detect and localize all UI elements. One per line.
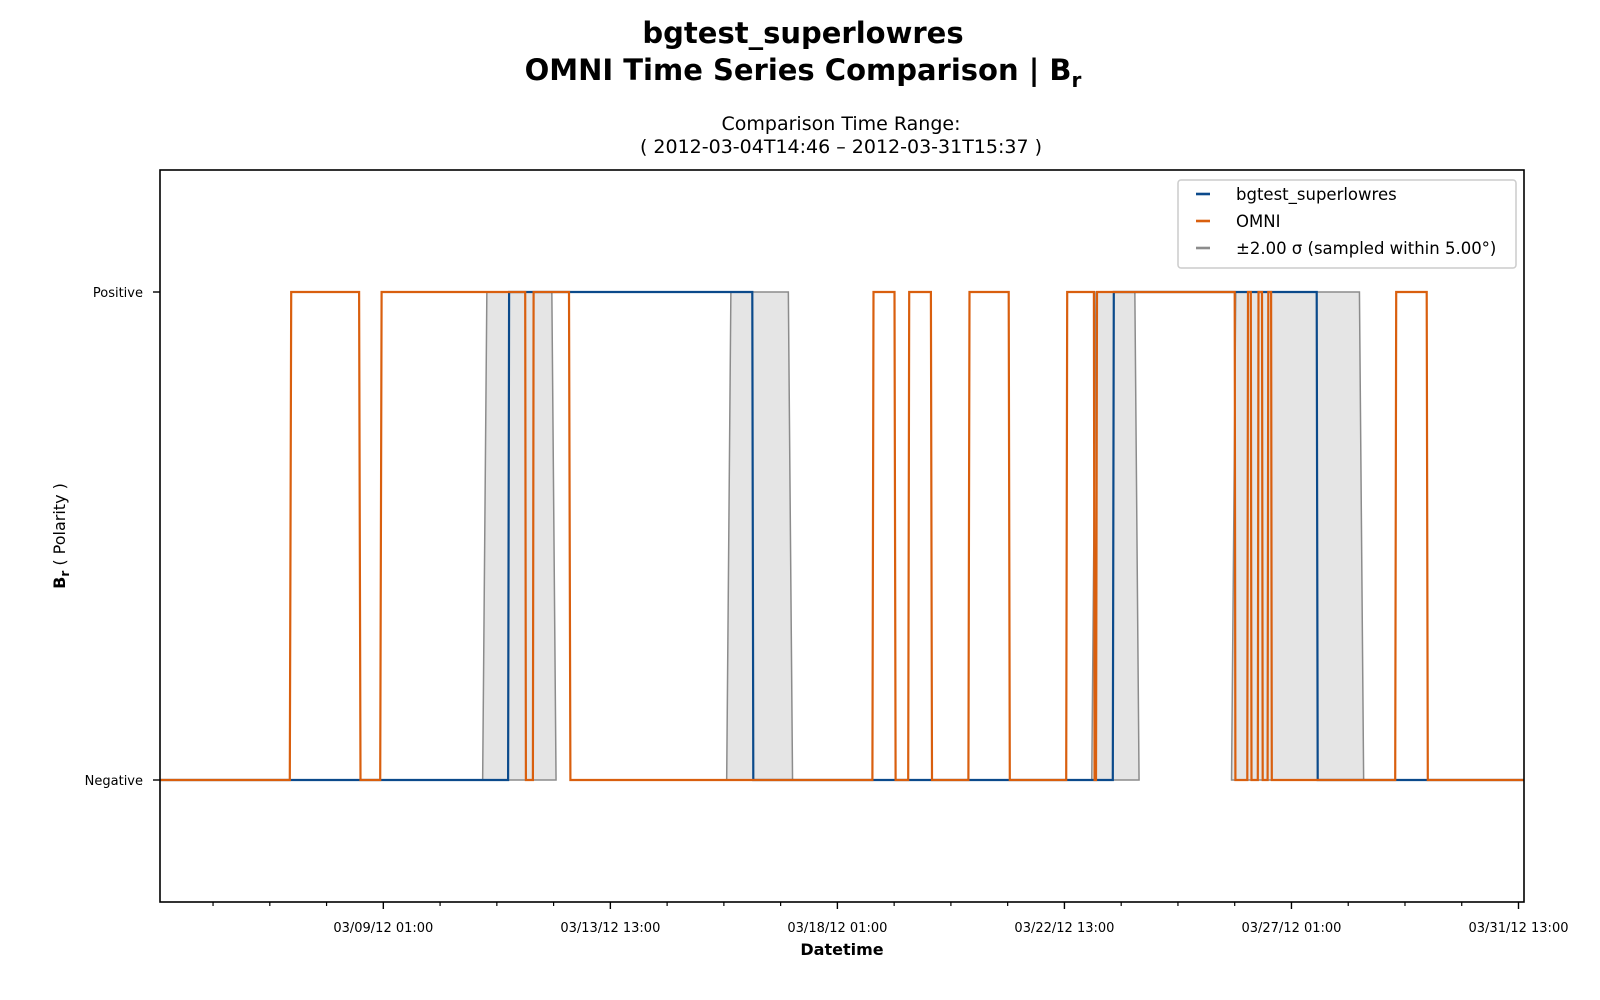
- y-axis-label-main: B: [50, 577, 69, 589]
- legend-label-1: bgtest_superlowres: [1236, 185, 1397, 205]
- x-tick-label: 03/31/12 13:00: [1469, 921, 1569, 936]
- chart-subtitle-line1: Comparison Time Range:: [722, 113, 961, 135]
- sigma-band-layer: [481, 291, 1365, 781]
- x-tick-label: 03/13/12 13:00: [560, 921, 660, 936]
- plot-frame: [159, 169, 1525, 903]
- chart-title-line2-subscript: r: [1072, 68, 1082, 92]
- y-axis-label-subscript: r: [58, 571, 72, 577]
- y-tick-label-positive: Positive: [93, 286, 143, 301]
- x-tick-label: 03/22/12 13:00: [1014, 921, 1114, 936]
- legend-label-3: ±2.00 σ (sampled within 5.00°): [1236, 239, 1496, 258]
- x-tick-label: 03/18/12 01:00: [787, 921, 887, 936]
- chart-subtitle-line2: ( 2012-03-04T14:46 – 2012-03-31T15:37 ): [640, 136, 1042, 158]
- sigma-band-interval-2: [725, 291, 794, 781]
- y-tick-label-negative: Negative: [85, 774, 143, 789]
- legend-label-2: OMNI: [1236, 212, 1280, 231]
- y-axis-label: Br ( Polarity ): [50, 483, 72, 589]
- legend-box: [1177, 179, 1517, 269]
- x-axis-ticks: 03/09/12 01:00 03/13/12 13:00 03/18/12 01:…: [212, 902, 1569, 936]
- legend: bgtest_superlowres OMNI ±2.00 σ (sampled w…: [1177, 179, 1517, 269]
- chart-title: bgtest_superlowres: [642, 16, 963, 50]
- x-tick-label: 03/09/12 01:00: [333, 921, 433, 936]
- chart-title-line2-text: OMNI Time Series Comparison | B: [525, 53, 1072, 87]
- x-axis-label: Datetime: [800, 940, 883, 959]
- y-axis-ticks: Positive Negative: [85, 286, 160, 789]
- sigma-band-interval-1: [481, 291, 557, 781]
- x-tick-label: 03/27/12 01:00: [1241, 921, 1341, 936]
- chart-title-line2: OMNI Time Series Comparison | Br: [525, 53, 1082, 92]
- series-line-omni: [160, 290, 1524, 782]
- series-layer: [160, 290, 1524, 782]
- sigma-band-interval-3: [1091, 291, 1140, 781]
- y-axis-label-rest: ( Polarity ): [50, 483, 69, 571]
